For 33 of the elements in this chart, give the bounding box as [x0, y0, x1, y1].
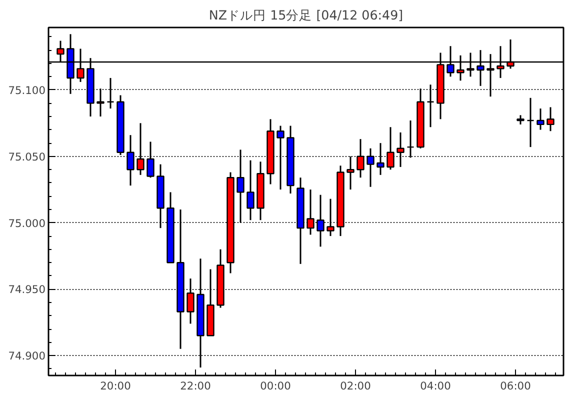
chart-title: NZドル円 15分足 [04/12 06:49] [208, 8, 404, 22]
candlestick [136, 122, 144, 176]
candlestick [186, 278, 194, 324]
x-tick-label: 20:00 [100, 380, 132, 392]
x-tick-label: 22:00 [180, 380, 212, 392]
y-tick-label: 74.950 [8, 283, 46, 296]
y-tick-label: 74.900 [8, 350, 46, 363]
candlestick [356, 138, 364, 178]
candlestick [276, 125, 284, 190]
candlestick [246, 160, 254, 221]
candlestick [536, 108, 544, 131]
candlestick [236, 148, 244, 224]
candlestick [516, 114, 524, 126]
x-tick-label: 04:00 [420, 380, 452, 392]
candlestick [546, 106, 554, 132]
candlestick [366, 148, 374, 188]
candlestick [526, 97, 534, 148]
candlestick [126, 134, 134, 186]
x-tick-label: 06:00 [500, 380, 532, 392]
candlestick [386, 126, 394, 170]
candlestick [326, 198, 334, 237]
candlestick [306, 188, 314, 236]
candlestick [146, 140, 154, 178]
candlestick [406, 120, 414, 158]
candlestick [376, 142, 384, 176]
x-tick-label: 02:00 [340, 380, 372, 392]
x-tick-label: 00:00 [260, 380, 292, 392]
candlestick [316, 194, 324, 248]
candlestick [346, 156, 354, 190]
candlestick [396, 132, 404, 168]
y-tick-label: 75.100 [8, 84, 46, 97]
y-tick-label: 75.050 [8, 150, 46, 164]
y-tick-label: 75.000 [8, 216, 46, 230]
